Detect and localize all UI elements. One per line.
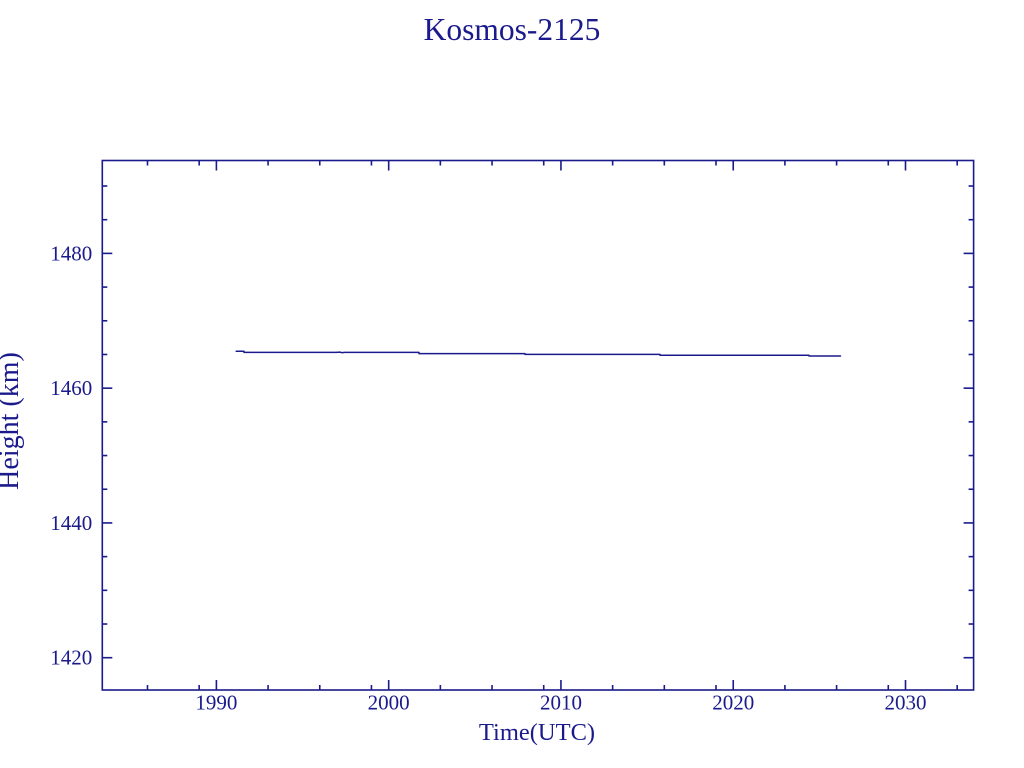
svg-text:1440: 1440 bbox=[50, 511, 92, 535]
svg-text:2020: 2020 bbox=[712, 691, 754, 715]
svg-text:Time(UTC): Time(UTC) bbox=[479, 719, 595, 746]
svg-text:2010: 2010 bbox=[540, 691, 582, 715]
svg-text:2030: 2030 bbox=[885, 691, 927, 715]
svg-text:2000: 2000 bbox=[368, 691, 410, 715]
svg-text:Height (km): Height (km) bbox=[0, 352, 25, 490]
svg-text:Kosmos-2125: Kosmos-2125 bbox=[424, 12, 601, 47]
svg-text:1990: 1990 bbox=[195, 691, 237, 715]
svg-text:1460: 1460 bbox=[50, 376, 92, 400]
svg-text:1480: 1480 bbox=[50, 241, 92, 265]
svg-text:1420: 1420 bbox=[50, 646, 92, 670]
